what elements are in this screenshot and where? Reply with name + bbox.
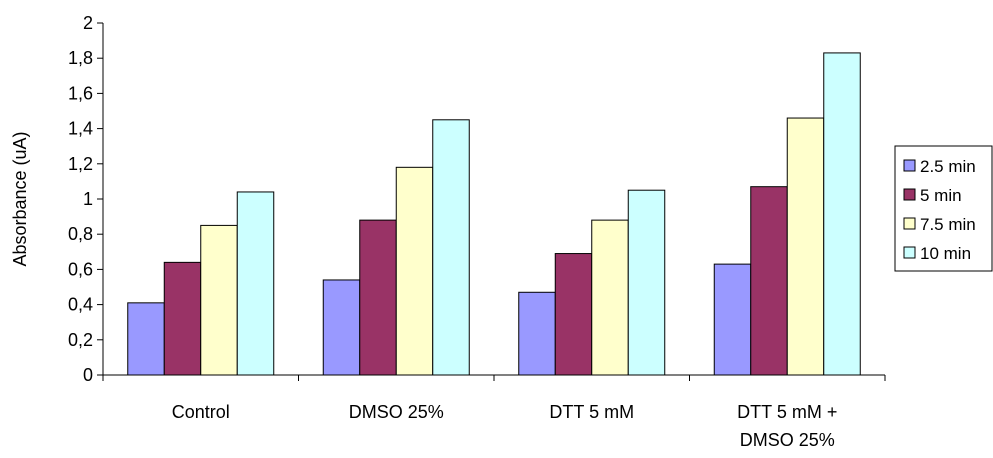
y-tick-label: 1,6 (68, 83, 93, 103)
y-axis-title: Absorbance (uA) (10, 131, 30, 266)
bar (359, 219, 397, 376)
legend-swatch (903, 246, 916, 259)
y-tick-label: 0,8 (68, 224, 93, 244)
bar (713, 263, 752, 376)
x-category-label: Control (172, 402, 230, 422)
bar (823, 52, 861, 376)
y-tick-label: 0,6 (68, 259, 93, 279)
bar (591, 219, 629, 376)
legend-label: 2.5 min (920, 157, 976, 176)
bar (200, 224, 238, 376)
bar (395, 166, 434, 376)
bar (236, 191, 275, 376)
y-tick-label: 2 (83, 13, 93, 33)
legend-swatch (903, 188, 916, 201)
x-category-label: DMSO 25% (740, 430, 835, 450)
y-tick-label: 0 (83, 365, 93, 385)
bar (127, 302, 165, 376)
legend-swatch (903, 159, 916, 172)
y-tick-label: 1,2 (68, 154, 93, 174)
bar (554, 253, 593, 376)
bar (750, 186, 788, 376)
y-tick-label: 1,4 (68, 119, 93, 139)
y-tick-label: 1 (83, 189, 93, 209)
y-tick-label: 0,2 (68, 330, 93, 350)
legend-label: 7.5 min (920, 215, 976, 234)
y-tick-label: 1,8 (68, 48, 93, 68)
y-tick-label: 0,4 (68, 295, 93, 315)
bar (163, 261, 202, 376)
plot-area: 0 0,2 0,4 0,6 0,8 1 1,2 1,4 1,6 1,8 2 Control DMSO 2… (68, 13, 886, 450)
legend-swatch (903, 217, 916, 230)
bar (786, 117, 825, 376)
x-category-label: DTT 5 mM + (737, 402, 837, 422)
bar (627, 189, 666, 376)
bar (518, 291, 556, 376)
x-category-label: DMSO 25% (349, 402, 444, 422)
legend-label: 5 min (920, 186, 962, 205)
x-category-label: DTT 5 mM (549, 402, 634, 422)
bar (432, 119, 470, 376)
legend: 2.5 min 5 min 7.5 min 10 min (894, 145, 993, 272)
bar (322, 279, 361, 376)
legend-label: 10 min (920, 244, 971, 263)
